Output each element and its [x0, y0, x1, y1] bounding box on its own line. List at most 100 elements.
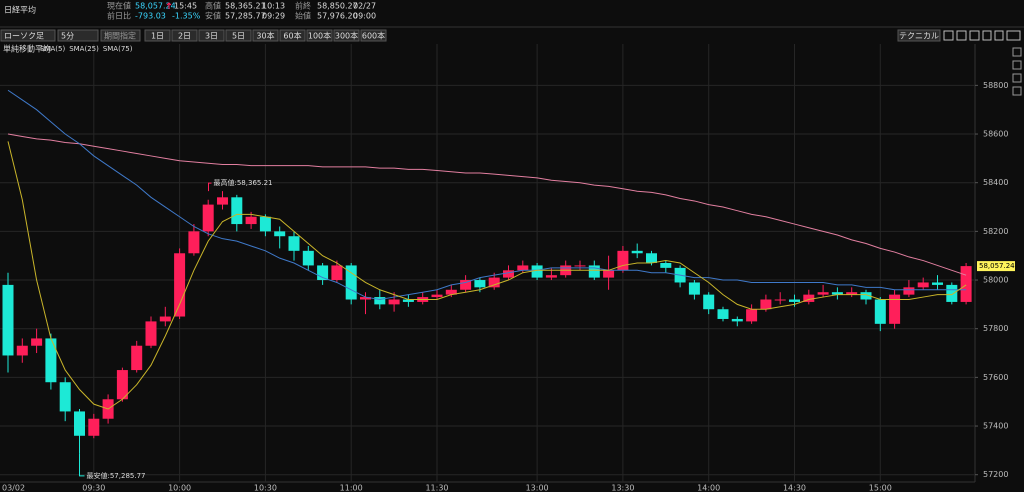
candle-body	[145, 321, 157, 346]
candle-body	[331, 265, 343, 281]
candle-body	[174, 253, 186, 317]
period-label: 60本	[283, 31, 301, 41]
x-tick-label: 11:30	[425, 484, 448, 492]
candle-body	[746, 309, 758, 322]
candle-body	[345, 265, 357, 300]
candle-body	[402, 299, 414, 302]
candle-body	[431, 294, 443, 298]
sma-line	[7, 133, 967, 276]
x-tick-label: 10:00	[168, 484, 191, 492]
copy-icon[interactable]	[994, 30, 1004, 41]
candle-body	[74, 411, 85, 436]
period-label: 1日	[151, 32, 164, 41]
x-tick-label: 14:00	[697, 484, 720, 492]
candle-body	[545, 275, 557, 278]
technical-button[interactable]	[897, 29, 941, 42]
candle-body	[2, 284, 14, 356]
candle-body	[889, 294, 901, 324]
candle-body	[159, 316, 171, 322]
side-icon[interactable]	[1012, 60, 1022, 70]
period-button[interactable]	[279, 29, 306, 42]
doc-icon[interactable]	[982, 30, 992, 41]
camera-icon[interactable]	[969, 30, 980, 41]
quote-label: 始値	[295, 11, 311, 21]
candle-body	[116, 370, 128, 400]
quote-value: 57,976.20	[317, 12, 358, 21]
candle-body	[703, 294, 715, 310]
candle-body	[874, 299, 886, 324]
y-tick-label: 57200	[983, 470, 1008, 479]
period-button[interactable]	[306, 29, 333, 42]
legend-title: 単純移動平均	[3, 44, 51, 54]
candle-body	[388, 299, 400, 305]
candle-body	[474, 280, 486, 288]
candle-body	[374, 297, 386, 305]
candle-body	[59, 382, 71, 412]
candle-body	[603, 270, 615, 278]
candle-body	[860, 292, 872, 300]
y-tick-label: 57400	[983, 422, 1008, 431]
period-label: 600本	[362, 31, 385, 41]
quote-sub: 02/27	[353, 2, 376, 11]
annotation-high: 最高値:58,365.21	[214, 178, 273, 187]
candle-body	[731, 318, 743, 322]
quote-label: 前日比	[107, 11, 131, 21]
candle-body	[903, 287, 915, 295]
period-button[interactable]	[225, 29, 252, 42]
annotation-leader	[208, 182, 212, 192]
x-tick-label: 03/02	[2, 484, 25, 492]
annotation-leader	[79, 453, 85, 477]
expand-icon[interactable]	[1006, 30, 1021, 41]
x-tick-label: 14:30	[783, 484, 806, 492]
legend-entry: SMA(25)	[69, 45, 99, 53]
candle-body	[803, 294, 815, 302]
candle-body	[131, 345, 143, 371]
period-button[interactable]	[360, 29, 387, 42]
candle-body	[274, 231, 286, 237]
candle-body	[831, 292, 843, 295]
chart: 57200 57400 57600 57800 58000 58200 58400 58600…	[0, 44, 1022, 492]
candle-body	[917, 282, 929, 288]
candle-body	[31, 338, 43, 346]
period-button[interactable]	[252, 29, 279, 42]
quote-sub: 09:29	[262, 12, 285, 21]
chart-type-label: ローソク足	[4, 32, 44, 41]
candle-body	[932, 282, 943, 285]
y-tick-label: 58200	[983, 227, 1008, 236]
draw-icon[interactable]	[943, 30, 954, 41]
chart-type-select[interactable]	[0, 29, 56, 42]
quote-label: 高値	[205, 1, 221, 11]
period-button[interactable]	[333, 29, 360, 42]
y-tick-label: 57800	[983, 324, 1008, 333]
period-button[interactable]	[144, 29, 171, 42]
legend-entry: SMA(5)	[40, 45, 65, 53]
toolbar: ローソク足 5分 期間指定 1日 2日 3日 5日 30本 60本 100本 300本 600本…	[0, 29, 1021, 42]
range-select[interactable]	[100, 29, 141, 42]
candle-body	[460, 280, 472, 290]
grid	[0, 44, 975, 482]
candle-body	[88, 418, 100, 436]
period-button[interactable]	[198, 29, 225, 42]
eraser-icon[interactable]	[956, 30, 967, 41]
x-tick-label: 09:30	[82, 484, 105, 492]
side-icon[interactable]	[1012, 86, 1022, 96]
interval-select[interactable]	[57, 29, 99, 42]
side-icon[interactable]	[1012, 73, 1022, 83]
quote-label: 前終	[295, 1, 311, 11]
sma-line	[7, 141, 967, 410]
side-icons	[1012, 47, 1022, 96]
candle-body	[846, 292, 858, 295]
quote-sub: -1.35%	[172, 12, 201, 21]
candle-body	[45, 338, 57, 383]
candles	[2, 191, 972, 454]
candle-body	[231, 197, 243, 225]
candle-body	[503, 270, 514, 278]
last-price-box	[977, 261, 1015, 272]
period-label: 100本	[308, 31, 331, 41]
side-icon[interactable]	[1012, 47, 1022, 57]
quote-label: 安値	[205, 11, 221, 21]
candle-body	[288, 236, 300, 251]
period-button[interactable]	[171, 29, 198, 42]
